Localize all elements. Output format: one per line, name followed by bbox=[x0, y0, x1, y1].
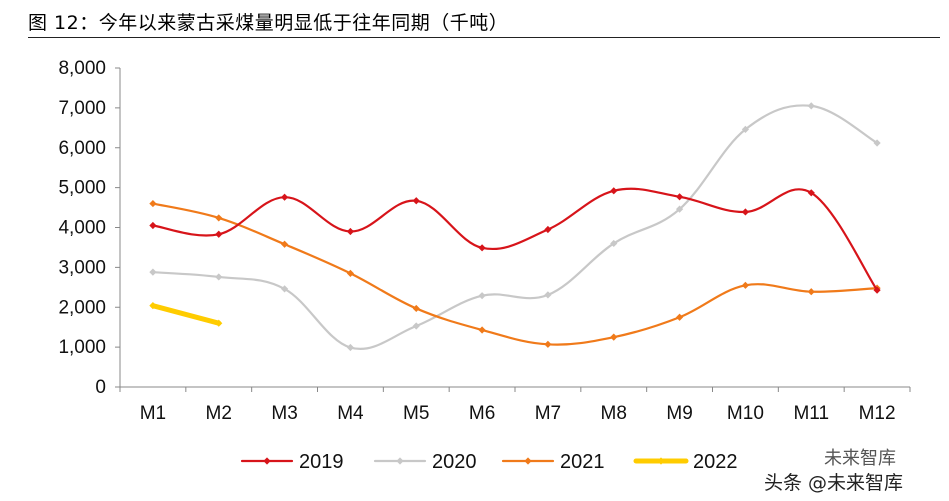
data-point-2019-M9 bbox=[675, 193, 684, 201]
legend-label-2020: 2020 bbox=[432, 451, 477, 473]
data-point-2021-M11 bbox=[807, 288, 815, 296]
x-tick-label: M2 bbox=[206, 403, 232, 424]
data-point-2019-M2 bbox=[215, 230, 223, 238]
data-point-2019-M11 bbox=[807, 189, 815, 197]
series-2021 bbox=[149, 199, 881, 348]
watermark-logo-text: 未来智库 bbox=[824, 448, 896, 469]
data-point-2021-M1 bbox=[149, 199, 157, 208]
data-point-2020-M12 bbox=[873, 139, 881, 147]
y-tick-label: 6,000 bbox=[58, 138, 106, 159]
legend-item-2021: 2021 bbox=[501, 451, 605, 473]
series-line-2022 bbox=[150, 303, 222, 326]
legend-label-2022: 2022 bbox=[693, 451, 738, 473]
series-2020 bbox=[149, 102, 881, 352]
data-point-2021-M4 bbox=[346, 269, 355, 277]
x-tick-label: M7 bbox=[535, 403, 561, 424]
series-line-2020 bbox=[151, 104, 879, 350]
data-point-2021-M7 bbox=[544, 340, 552, 348]
data-point-2020-M3 bbox=[280, 285, 289, 293]
data-point-2019-M12 bbox=[873, 286, 881, 294]
y-tick-label: 5,000 bbox=[58, 178, 106, 199]
legend-item-2022: 2022 bbox=[633, 451, 738, 473]
legend-label-2019: 2019 bbox=[299, 451, 344, 473]
x-tick-label: M8 bbox=[601, 403, 627, 424]
data-point-2020-M6 bbox=[478, 292, 486, 300]
data-point-2020-M9 bbox=[675, 205, 684, 213]
legend-marker-2021 bbox=[524, 457, 532, 465]
data-point-2020-M8 bbox=[610, 239, 618, 248]
data-point-2021-M2 bbox=[215, 214, 223, 222]
data-point-2019-M8 bbox=[610, 187, 618, 195]
x-tick-label: M5 bbox=[403, 403, 429, 424]
series-line-2019 bbox=[151, 187, 879, 292]
y-tick-label: 0 bbox=[95, 377, 106, 398]
y-tick-label: 8,000 bbox=[58, 58, 106, 79]
data-point-2020-M5 bbox=[412, 322, 420, 330]
data-point-2022-M1 bbox=[149, 302, 157, 310]
x-tick-label: M6 bbox=[469, 403, 495, 424]
watermark-caption: 头条 @未来智库 bbox=[764, 472, 904, 494]
data-point-2020-M1 bbox=[149, 268, 157, 276]
legend-label-2021: 2021 bbox=[560, 451, 605, 473]
series-2019 bbox=[149, 187, 881, 294]
data-point-2019-M5 bbox=[412, 197, 420, 205]
x-tick-label: M1 bbox=[140, 403, 166, 424]
title-divider bbox=[28, 37, 940, 38]
x-tick-label: M12 bbox=[859, 403, 896, 424]
x-tick-label: M11 bbox=[793, 403, 829, 424]
legend-marker-2020 bbox=[396, 457, 404, 465]
data-point-2021-M5 bbox=[412, 304, 420, 313]
data-point-2020-M7 bbox=[544, 291, 552, 299]
data-point-2020-M11 bbox=[807, 102, 815, 110]
legend-item-2019: 2019 bbox=[240, 451, 344, 473]
x-tick-label: M4 bbox=[337, 403, 364, 424]
data-point-2020-M4 bbox=[346, 343, 355, 352]
legend-item-2020: 2020 bbox=[373, 451, 477, 473]
data-point-2020-M2 bbox=[215, 273, 223, 281]
data-point-2019-M1 bbox=[149, 221, 157, 230]
x-tick-label: M9 bbox=[666, 403, 692, 424]
data-point-2022-M2 bbox=[215, 319, 223, 327]
legend-marker-2022 bbox=[657, 457, 665, 465]
data-point-2019-M6 bbox=[478, 244, 486, 252]
y-tick-label: 7,000 bbox=[58, 98, 106, 119]
data-point-2019-M10 bbox=[741, 208, 750, 216]
y-tick-label: 1,000 bbox=[58, 337, 106, 358]
data-point-2019-M7 bbox=[544, 225, 552, 234]
series-line-2021 bbox=[151, 202, 879, 346]
data-point-2019-M4 bbox=[346, 227, 355, 236]
data-point-2020-M10 bbox=[741, 125, 750, 134]
data-point-2021-M10 bbox=[741, 281, 750, 289]
data-point-2021-M3 bbox=[280, 240, 289, 248]
figure-title: 图 12：今年以来蒙古采煤量明显低于往年同期（千吨） bbox=[28, 12, 509, 34]
data-point-2019-M3 bbox=[280, 193, 289, 201]
data-point-2021-M9 bbox=[675, 313, 684, 321]
y-tick-label: 2,000 bbox=[58, 297, 106, 318]
data-point-2021-M6 bbox=[478, 326, 486, 334]
legend-marker-2019 bbox=[263, 457, 271, 465]
data-point-2021-M8 bbox=[610, 333, 618, 341]
series-2022 bbox=[149, 302, 223, 327]
x-tick-label: M3 bbox=[271, 403, 297, 424]
y-tick-label: 3,000 bbox=[58, 257, 106, 278]
y-tick-label: 4,000 bbox=[58, 218, 106, 239]
x-tick-label: M10 bbox=[727, 403, 764, 424]
